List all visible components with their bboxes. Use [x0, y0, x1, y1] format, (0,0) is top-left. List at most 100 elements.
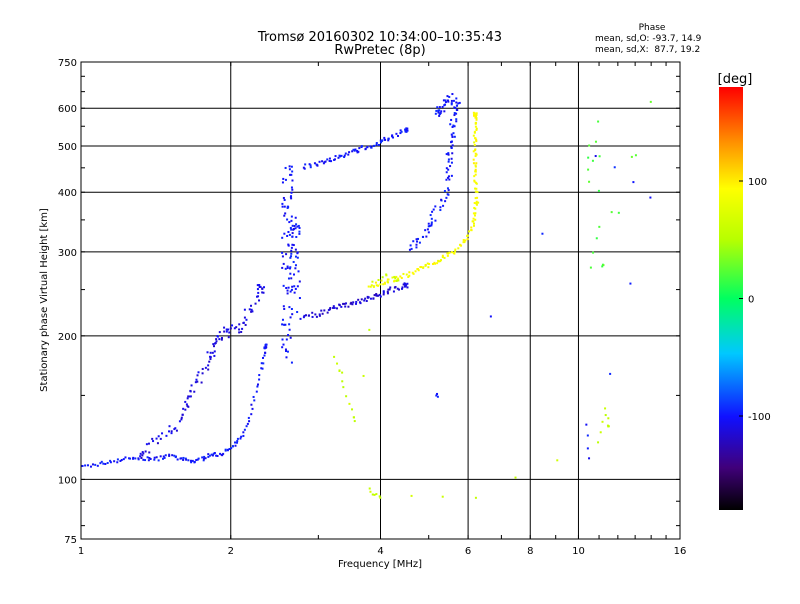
- data-point: [389, 286, 392, 289]
- data-point: [394, 277, 397, 280]
- data-point: [170, 432, 173, 435]
- data-point: [189, 459, 192, 462]
- data-point: [410, 494, 413, 497]
- data-point: [474, 121, 477, 124]
- data-point: [341, 371, 344, 374]
- data-point: [257, 295, 260, 298]
- data-point: [475, 200, 478, 203]
- data-point: [153, 456, 156, 459]
- data-point: [258, 374, 261, 377]
- data-point: [180, 418, 183, 421]
- data-point: [197, 457, 200, 460]
- data-point: [218, 338, 221, 341]
- data-point: [201, 372, 204, 375]
- data-point: [286, 218, 289, 221]
- data-point: [291, 170, 294, 173]
- data-point: [297, 270, 300, 273]
- data-point: [630, 155, 633, 158]
- phase-stats-heading: Phase: [639, 23, 666, 33]
- data-point: [116, 458, 119, 461]
- data-point: [597, 441, 600, 444]
- data-point: [142, 452, 145, 455]
- data-point: [387, 278, 390, 281]
- data-point: [473, 202, 476, 205]
- data-point: [475, 140, 478, 143]
- data-point: [207, 455, 210, 458]
- data-point: [556, 459, 559, 462]
- data-point: [100, 460, 103, 463]
- data-point: [398, 288, 401, 291]
- data-point: [284, 212, 287, 215]
- data-point: [290, 361, 293, 364]
- data-point: [453, 114, 456, 117]
- data-point: [236, 441, 239, 444]
- data-point: [474, 155, 477, 158]
- data-point: [649, 196, 652, 199]
- data-point: [151, 437, 154, 440]
- data-point: [474, 125, 477, 128]
- data-point: [358, 147, 361, 150]
- data-point: [208, 360, 211, 363]
- data-point: [155, 437, 158, 440]
- data-point: [164, 454, 167, 457]
- data-point: [184, 400, 187, 403]
- data-point: [403, 283, 406, 286]
- data-point: [452, 251, 455, 254]
- data-point: [416, 240, 419, 243]
- data-point: [147, 459, 150, 462]
- data-point: [452, 99, 455, 102]
- data-point: [213, 350, 216, 353]
- data-point: [99, 462, 102, 465]
- data-points: [81, 93, 652, 499]
- data-point: [286, 350, 289, 353]
- data-point: [281, 205, 284, 208]
- data-point: [345, 302, 348, 305]
- data-point: [429, 214, 432, 217]
- data-point: [474, 137, 477, 140]
- data-point: [293, 285, 296, 288]
- data-point: [373, 144, 376, 147]
- data-point: [445, 171, 448, 174]
- data-point: [159, 437, 162, 440]
- data-point: [417, 269, 420, 272]
- data-point: [139, 452, 142, 455]
- data-point: [430, 221, 433, 224]
- data-point: [287, 244, 290, 247]
- data-point: [202, 459, 205, 462]
- data-point: [165, 434, 168, 437]
- data-point: [323, 161, 326, 164]
- y-tick-label: 100: [58, 475, 77, 486]
- data-point: [309, 166, 312, 169]
- data-point: [298, 226, 301, 229]
- data-point: [287, 277, 290, 280]
- data-point: [362, 374, 365, 377]
- data-point: [147, 442, 150, 445]
- data-point: [242, 434, 245, 437]
- data-point: [474, 218, 477, 221]
- data-point: [367, 296, 370, 299]
- data-point: [386, 280, 389, 283]
- data-point: [181, 413, 184, 416]
- data-point: [408, 248, 411, 251]
- data-point: [213, 345, 216, 348]
- data-point: [303, 167, 306, 170]
- data-point: [372, 285, 375, 288]
- data-point: [153, 458, 156, 461]
- data-point: [462, 239, 465, 242]
- data-point: [197, 371, 200, 374]
- data-point: [386, 292, 389, 295]
- data-point: [373, 294, 376, 297]
- data-point: [293, 224, 296, 227]
- data-point: [209, 358, 212, 361]
- data-point: [260, 362, 263, 365]
- x-axis-label: Frequency [MHz]: [338, 559, 422, 570]
- data-point: [222, 452, 225, 455]
- data-point: [450, 147, 453, 150]
- data-point: [329, 306, 332, 309]
- data-point: [287, 334, 290, 337]
- data-point: [401, 286, 404, 289]
- data-point: [472, 111, 475, 114]
- data-point: [450, 161, 453, 164]
- data-point: [109, 461, 112, 464]
- data-point: [456, 104, 459, 107]
